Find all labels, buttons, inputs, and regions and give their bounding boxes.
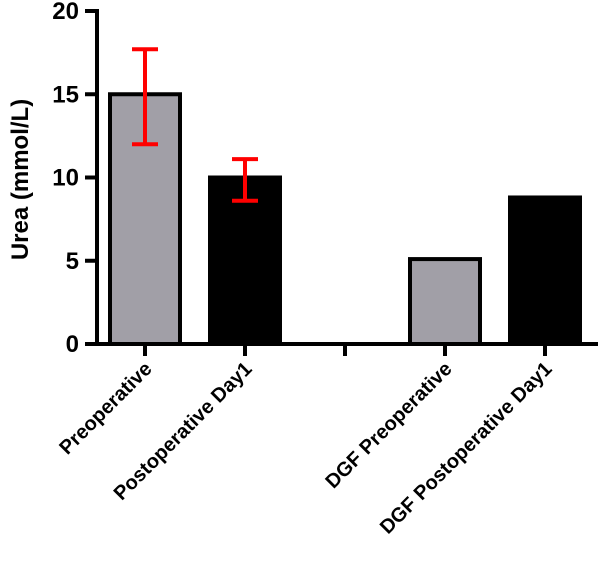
- bar-dgf-preoperative: [408, 257, 482, 346]
- error-bar: [132, 47, 158, 147]
- error-bar: [232, 157, 258, 203]
- bar-dgf-postoperative-day1: [508, 195, 582, 346]
- y-tick-label: 5: [66, 248, 79, 275]
- x-category-label: DGF Postoperative Day1: [376, 358, 557, 539]
- y-tick-label: 10: [52, 165, 79, 192]
- y-ticks-layer: 0 5 10 15 20: [52, 0, 97, 358]
- y-tick-label: 15: [52, 81, 79, 108]
- y-axis-title: Urea (mmol/L): [7, 99, 34, 260]
- y-tick-label: 20: [52, 0, 79, 25]
- y-tick-label: 0: [66, 331, 79, 358]
- error-bars-layer: [132, 47, 258, 203]
- x-category-label: Preoperative: [55, 358, 156, 459]
- bars-layer: [108, 92, 582, 346]
